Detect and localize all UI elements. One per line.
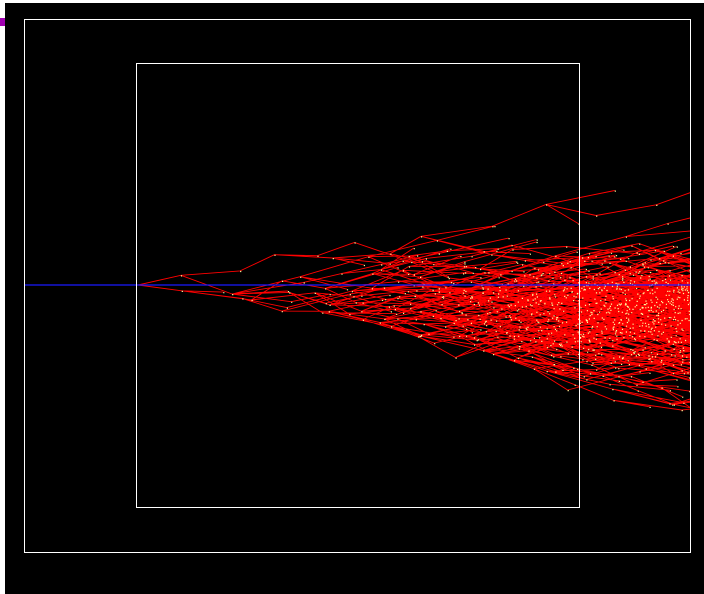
page: (() => { const data = JSON.parse(documen… bbox=[0, 0, 704, 594]
corner-marker bbox=[0, 18, 5, 26]
viewer bbox=[0, 0, 704, 594]
